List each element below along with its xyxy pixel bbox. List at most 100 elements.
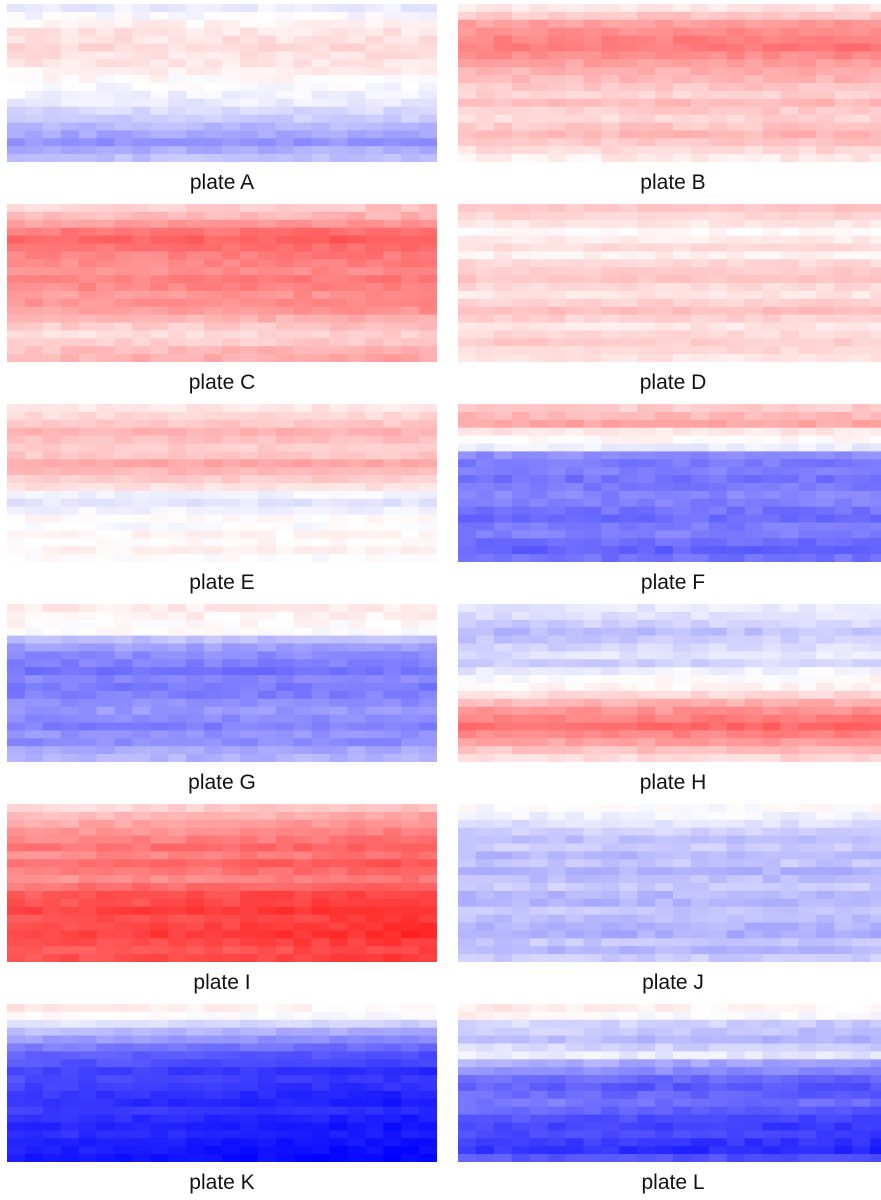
heatmap-cell [458,267,477,276]
heatmap-cell [547,530,567,539]
heatmap-cell [798,59,817,68]
heatmap-cell [275,827,295,837]
heatmap-cell [275,643,295,652]
heatmap-cell [619,114,638,124]
heatmap-cell [852,867,871,876]
heatmap-cell [7,35,26,45]
heatmap-cell [257,611,277,621]
heatmap-cell [257,259,277,268]
heatmap-cell [419,306,437,316]
heatmap-cell [7,443,26,452]
heatmap-cell [726,267,746,276]
heatmap-cell [222,946,241,955]
heatmap-cell [60,314,80,324]
heatmap-cell [493,283,513,292]
heatmap-cell [547,106,567,116]
heatmap-cell [311,130,331,139]
heatmap-cell [132,475,151,484]
heatmap-cell [60,675,80,684]
heatmap-cell [78,427,98,437]
heatmap-cell [762,506,782,516]
heatmap [458,204,881,362]
heatmap-cell [511,730,531,739]
heatmap-cell [798,467,817,476]
heatmap-cell [168,722,187,731]
heatmap-cell [257,898,277,908]
heatmap-cell [293,1011,313,1021]
heatmap-cell [565,851,585,860]
heatmap-cell [834,706,853,716]
heatmap-cell [257,154,277,162]
heatmap-cell [78,475,98,484]
heatmap-cell [275,804,295,813]
heatmap-cell [726,627,746,637]
heatmap-cell [673,914,692,924]
heatmap-cell [204,683,223,692]
heatmap-cell [529,827,549,837]
heatmap-cell [655,914,674,924]
heatmap-cell [311,251,331,260]
heatmap-cell [114,354,134,362]
heatmap-cell [708,706,728,716]
heatmap-cell [329,1043,349,1052]
heatmap-cell [7,475,26,484]
heatmap-cell [150,346,169,355]
heatmap-cell [275,506,295,516]
heatmap-cell [204,675,223,684]
heatmap-cell [383,211,402,221]
heatmap-cell [329,90,349,100]
heatmap-cell [690,611,710,621]
heatmap-cell [24,875,44,884]
heatmap-cell [222,859,241,868]
heatmap-cell [419,667,437,676]
heatmap-cell [239,435,259,445]
heatmap-cell [114,746,134,755]
heatmap-cell [24,643,44,652]
heatmap-cell [690,835,710,845]
heatmap-cell [311,1027,331,1037]
heatmap-cell [114,322,134,331]
heatmap-cell [329,459,349,468]
heatmap-cell [275,859,295,868]
heatmap-cell [852,619,871,629]
heatmap-cell [798,419,817,429]
heatmap-cell [601,498,620,508]
heatmap-cell [168,746,187,755]
heatmap-cell [726,354,746,362]
heatmap-cell [619,67,638,76]
heatmap-cell [852,467,871,476]
heatmap-cell [168,1027,187,1037]
heatmap-cell [78,883,98,892]
heatmap-cell [42,954,62,962]
heatmap-cell [78,938,98,947]
heatmap-cell [762,443,782,452]
heatmap-cell [257,19,277,29]
heatmap-cell [726,219,746,229]
heatmap-cell [96,283,116,292]
heatmap-cell [168,404,187,413]
heatmap-cell [168,706,187,716]
heatmap-cell [619,883,638,892]
heatmap-cell [365,906,384,916]
heatmap-cell [150,314,169,324]
heatmap-cell [744,411,764,421]
heatmap-cell [493,59,513,68]
heatmap-cell [257,635,277,645]
heatmap-cell [583,946,602,955]
heatmap-cell [744,283,764,292]
heatmap-cell [852,419,871,429]
heatmap-cell [816,898,835,908]
heatmap-cell [475,914,495,924]
heatmap-cell [583,154,602,162]
heatmap-cell [132,267,151,276]
heatmap-cell [383,114,402,124]
heatmap-cell [655,154,674,162]
heatmap-cell [673,298,692,308]
heatmap-cell [257,306,277,316]
heatmap-cell [311,51,331,60]
heatmap-cell [708,338,728,347]
heatmap-cell [744,275,764,284]
heatmap-cell [7,667,26,676]
heatmap-cell [132,290,151,300]
heatmap-cell [204,338,223,347]
